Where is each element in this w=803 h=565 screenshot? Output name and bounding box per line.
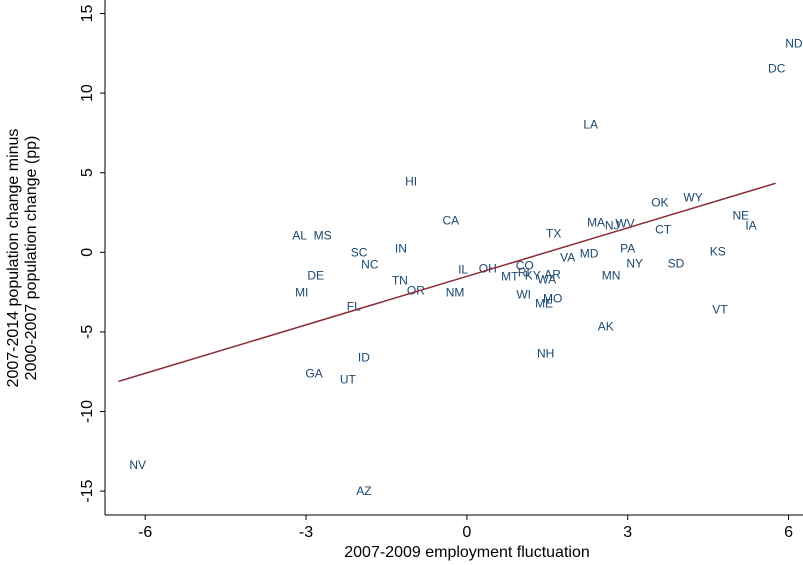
state-point: DE bbox=[307, 269, 324, 283]
state-point: IN bbox=[395, 241, 407, 255]
state-point: MS bbox=[314, 228, 332, 242]
state-point: AK bbox=[598, 320, 614, 334]
y-axis-title: 2007-2014 population change minus bbox=[5, 129, 22, 388]
state-point: ID bbox=[358, 351, 370, 365]
y-tick-label: 0 bbox=[79, 248, 96, 257]
x-tick-label: 6 bbox=[784, 524, 793, 541]
state-point: TX bbox=[546, 227, 561, 241]
state-point: LA bbox=[583, 117, 598, 131]
y-tick-label: -5 bbox=[79, 325, 96, 339]
state-point: OK bbox=[651, 195, 668, 209]
fit-line bbox=[118, 182, 776, 383]
state-point: ND bbox=[785, 36, 803, 50]
y-tick-label: 5 bbox=[79, 168, 96, 177]
state-point: KY bbox=[525, 269, 541, 283]
state-point: KS bbox=[710, 244, 726, 258]
y-tick-label: -10 bbox=[79, 400, 96, 423]
state-point: NM bbox=[446, 286, 465, 300]
state-point: AR bbox=[544, 268, 561, 282]
state-point: ME bbox=[535, 297, 553, 311]
state-point: NV bbox=[129, 458, 146, 472]
state-point: NE bbox=[732, 209, 749, 223]
state-point: CA bbox=[442, 213, 459, 227]
state-point: NC bbox=[361, 258, 379, 272]
state-point: HI bbox=[405, 174, 417, 188]
x-axis-title: 2007-2009 employment fluctuation bbox=[344, 544, 590, 561]
state-point: CT bbox=[655, 223, 672, 237]
y-axis-title: 2000-2007 population change (pp) bbox=[23, 136, 40, 381]
x-tick-label: -3 bbox=[299, 524, 313, 541]
state-point: MI bbox=[295, 286, 308, 300]
state-point: RI bbox=[518, 266, 530, 280]
state-point: WI bbox=[516, 287, 531, 301]
x-tick-label: 3 bbox=[623, 524, 632, 541]
state-point: OR bbox=[407, 284, 425, 298]
state-point: UT bbox=[340, 373, 357, 387]
state-point: IL bbox=[458, 262, 468, 276]
state-point: NH bbox=[537, 347, 554, 361]
state-point: MO bbox=[543, 292, 562, 306]
state-point: WY bbox=[683, 190, 702, 204]
state-point: MN bbox=[602, 269, 621, 283]
state-point: VT bbox=[712, 303, 728, 317]
y-tick-label: -15 bbox=[79, 479, 96, 502]
state-point: MA bbox=[587, 216, 605, 230]
state-point: MD bbox=[580, 247, 599, 261]
state-point: IA bbox=[745, 218, 756, 232]
state-point: DC bbox=[768, 61, 786, 75]
state-point: MT bbox=[501, 269, 519, 283]
y-tick-label: 15 bbox=[79, 5, 96, 23]
state-point: NJ bbox=[605, 218, 620, 232]
state-point: TN bbox=[392, 273, 408, 287]
state-point: AZ bbox=[356, 484, 371, 498]
x-tick-label: 0 bbox=[462, 524, 471, 541]
state-point: PA bbox=[620, 241, 635, 255]
state-point: SD bbox=[668, 256, 685, 270]
state-point: AL bbox=[292, 228, 307, 242]
state-point: GA bbox=[305, 367, 322, 381]
state-point: WA bbox=[537, 273, 556, 287]
state-point: SC bbox=[351, 245, 368, 259]
state-point: VA bbox=[560, 251, 575, 265]
y-tick-label: 10 bbox=[79, 84, 96, 102]
state-point: CO bbox=[516, 259, 534, 273]
state-point: NY bbox=[626, 256, 643, 270]
x-tick-label: -6 bbox=[138, 524, 152, 541]
